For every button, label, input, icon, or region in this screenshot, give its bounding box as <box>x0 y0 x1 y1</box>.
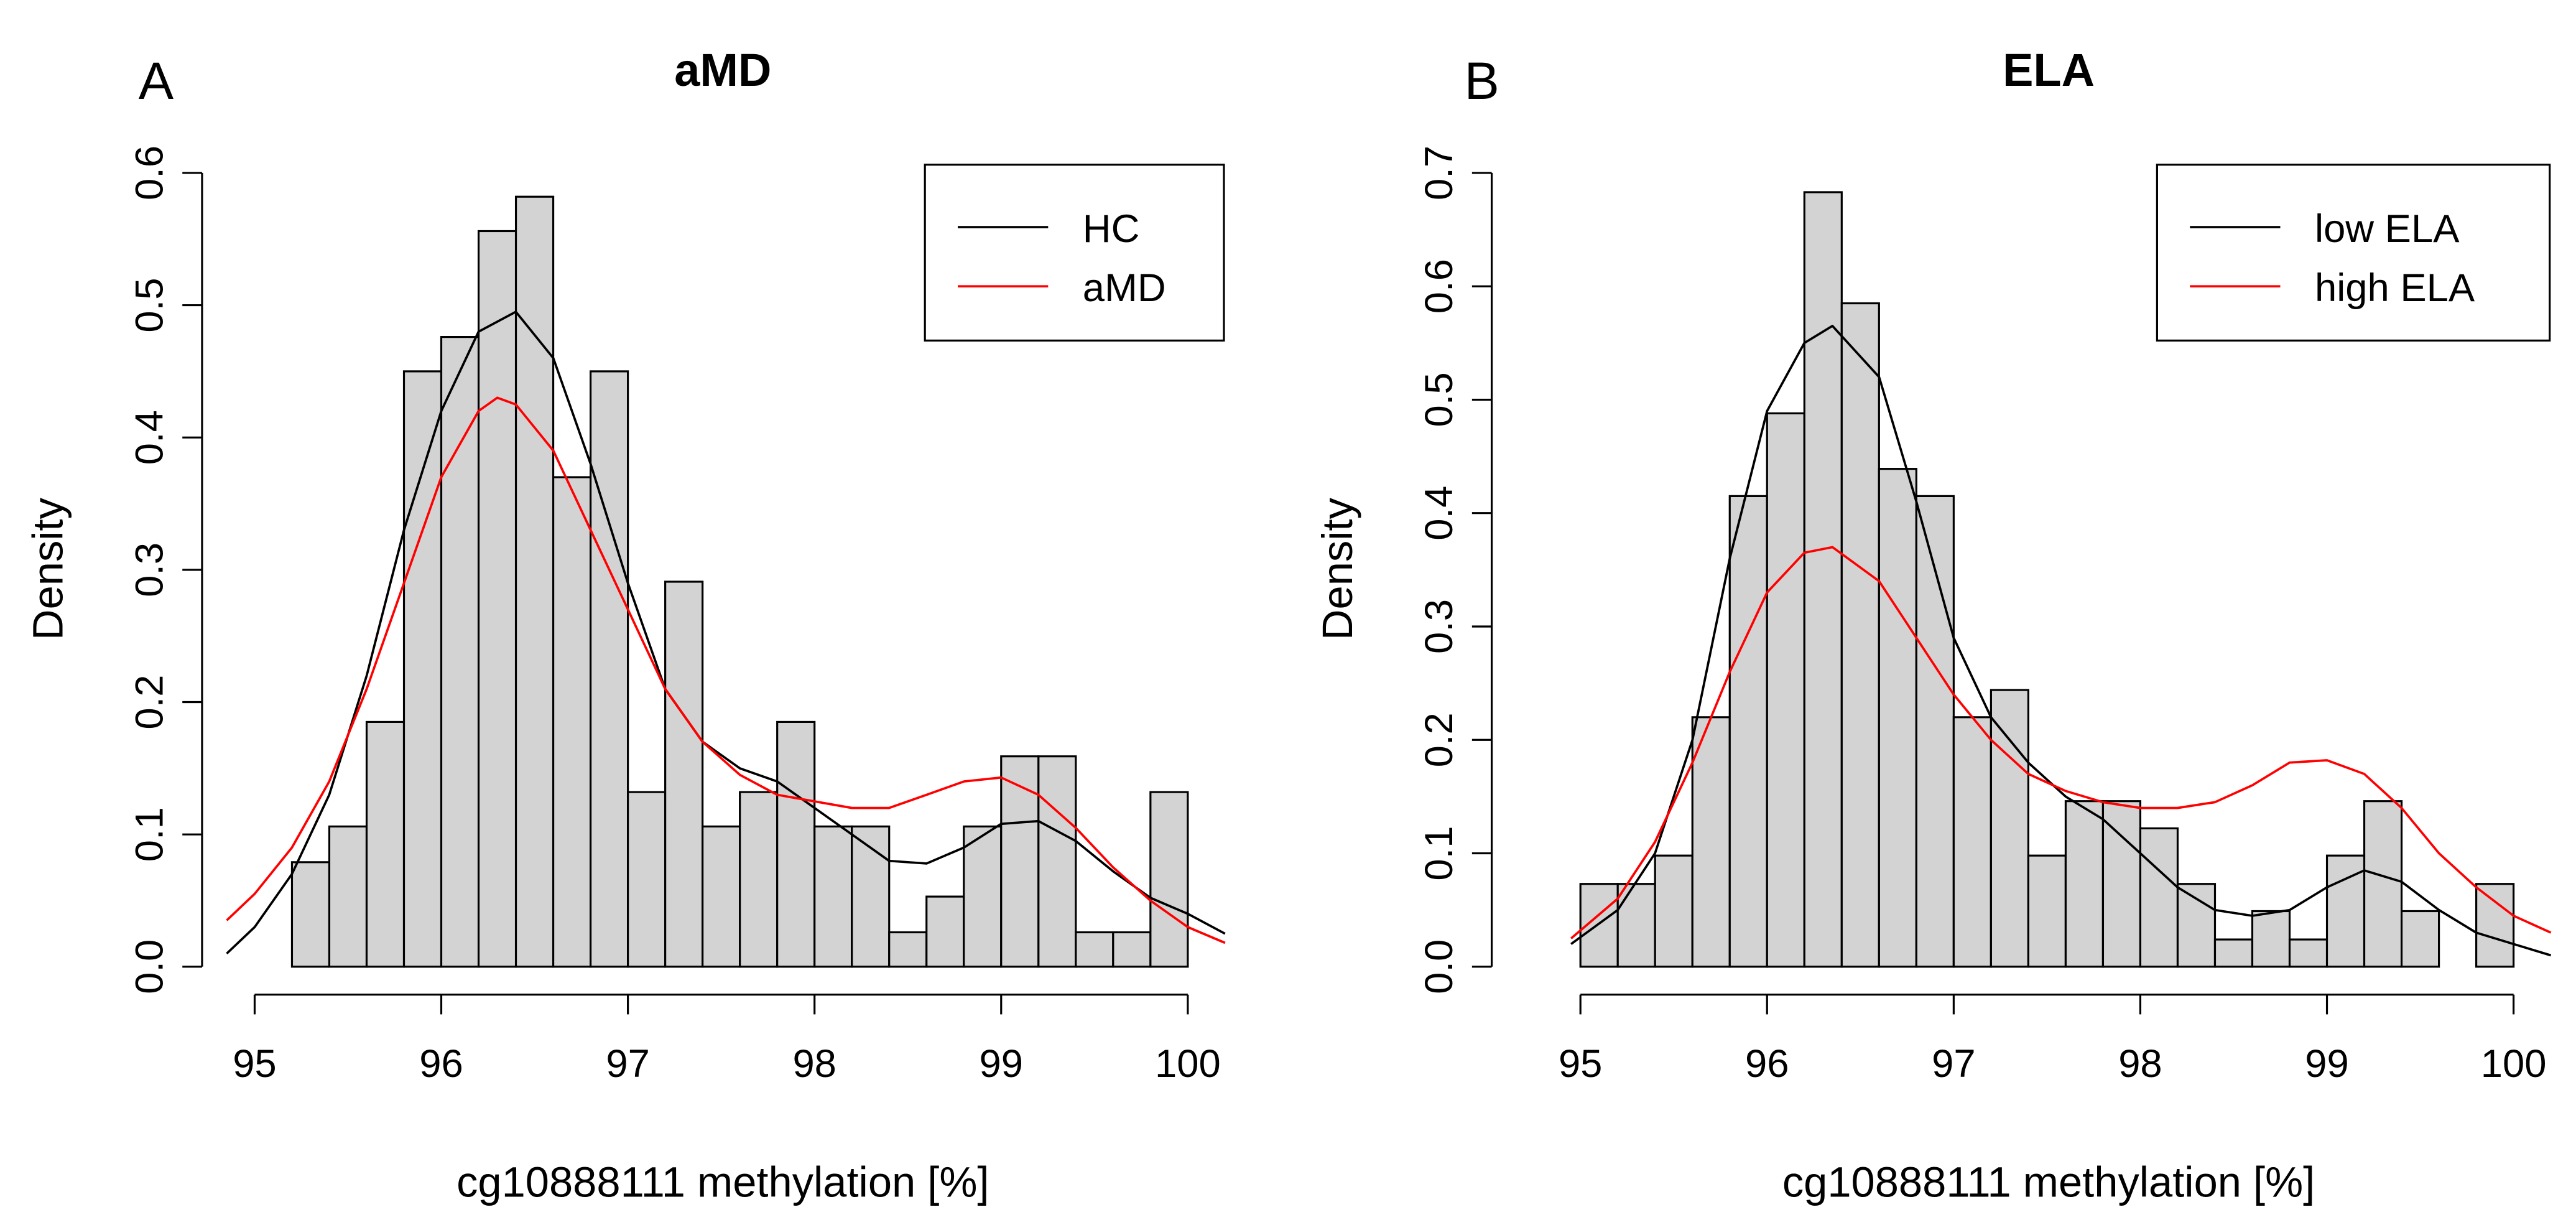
y-tick-label: 0.1 <box>128 807 172 862</box>
histogram-bar <box>2101 800 2142 968</box>
histogram-bar <box>1149 791 1189 968</box>
histogram-bar <box>2213 938 2254 968</box>
histogram-bar <box>590 370 629 968</box>
chart-title: ELA <box>2003 44 2095 96</box>
histogram-bar <box>2027 854 2067 968</box>
histogram-bar <box>1766 412 1805 968</box>
histogram-bar <box>963 825 1003 968</box>
histogram-bar <box>1878 468 1917 968</box>
histogram-bar <box>1037 755 1077 968</box>
histogram-bar <box>1691 716 1731 968</box>
y-tick-label: 0.0 <box>1417 939 1461 994</box>
histogram-bar <box>1000 755 1040 968</box>
histogram-bar <box>2251 910 2291 968</box>
legend-entry: low ELA <box>2315 207 2460 251</box>
x-axis-label: cg10888111 methylation [%] <box>456 1158 989 1206</box>
legend-box <box>2156 164 2551 342</box>
x-tick-label: 96 <box>419 1042 463 1086</box>
histogram-bar <box>888 931 928 968</box>
histogram-bar <box>813 825 853 968</box>
histogram-bar <box>776 720 816 968</box>
histogram-bar <box>2363 800 2403 968</box>
y-tick-label: 0.2 <box>1417 712 1461 767</box>
histogram-bar <box>2064 800 2105 968</box>
histogram-bar <box>1840 302 1880 968</box>
histogram-bar <box>477 230 517 968</box>
histogram-bar <box>552 476 592 968</box>
histogram-bar <box>1654 854 1693 968</box>
histogram-bar <box>1112 931 1152 968</box>
panel-a: 0.0 0.1 0.2 0.3 0.4 0.5 0.6 95 96 97 98 99 100 aMD Acg… <box>24 44 1226 1206</box>
histogram-bar <box>402 370 443 968</box>
histogram-bar <box>1803 191 1843 968</box>
x-tick-label: 99 <box>2305 1042 2349 1086</box>
histogram-bar <box>1915 495 1955 968</box>
x-tick-label: 98 <box>792 1042 836 1086</box>
density-curve-amd <box>226 396 1226 944</box>
histogram-bar <box>290 861 331 968</box>
panel-label: B <box>1465 51 1499 110</box>
y-tick-label: 0.7 <box>1417 146 1461 200</box>
y-axis-label: Density <box>1313 497 1361 640</box>
histogram-bar <box>851 825 891 968</box>
panel-b: 0.0 0.1 0.2 0.3 0.4 0.5 0.6 0.7 95 96 97 98 99 100 ELA… <box>1313 44 2552 1206</box>
histogram-bar <box>627 791 667 968</box>
y-tick-label: 0.6 <box>1417 259 1461 314</box>
histogram-bar <box>365 720 405 968</box>
chart-title: aMD <box>674 44 771 96</box>
y-tick-label: 0.0 <box>128 939 172 994</box>
density-curve-low-ela <box>1570 324 2552 957</box>
x-tick-label: 95 <box>233 1042 277 1086</box>
histogram-bar <box>514 195 555 968</box>
histogram-bar <box>1728 495 1768 968</box>
histogram-bar <box>702 825 741 968</box>
y-tick-label: 0.4 <box>128 410 172 465</box>
y-tick-label: 0.5 <box>128 278 172 333</box>
histogram-bar <box>1075 931 1114 968</box>
histogram-bar <box>2288 938 2328 968</box>
density-curve-hc <box>226 310 1226 955</box>
y-tick-label: 0.5 <box>1417 372 1461 427</box>
y-tick-label: 0.4 <box>1417 486 1461 541</box>
histogram-bar <box>739 791 779 968</box>
histogram-bar <box>2176 883 2217 968</box>
y-tick-label: 0.6 <box>128 146 172 200</box>
histogram-bar <box>2475 883 2515 968</box>
x-tick-label: 98 <box>2118 1042 2162 1086</box>
y-tick-label: 0.2 <box>128 674 172 729</box>
histogram-bar <box>1952 716 1992 968</box>
histogram-bar <box>440 336 480 968</box>
histogram-bar <box>1990 689 2029 968</box>
x-tick-label: 97 <box>1932 1042 1976 1086</box>
y-tick-label: 0.1 <box>1417 826 1461 880</box>
x-axis-label: cg10888111 methylation [%] <box>1782 1158 2315 1206</box>
x-tick-label: 100 <box>2481 1042 2547 1086</box>
x-tick-label: 96 <box>1745 1042 1789 1086</box>
density-curve-high-ela <box>1570 546 2552 939</box>
x-tick-label: 95 <box>1559 1042 1603 1086</box>
histogram-bar <box>2139 827 2179 968</box>
legend: HC aMD <box>924 164 1225 342</box>
legend-entry: high ELA <box>2315 266 2475 310</box>
legend-entry: HC <box>1083 207 1140 251</box>
legend-box <box>924 164 1225 342</box>
legend: low ELA high ELA <box>2156 164 2551 342</box>
histogram-bar <box>328 825 368 968</box>
histogram-bar <box>1616 883 1656 968</box>
histogram-bar <box>664 580 704 968</box>
x-tick-label: 99 <box>980 1042 1023 1086</box>
x-tick-label: 100 <box>1155 1042 1221 1086</box>
y-axis-label: Density <box>24 497 72 640</box>
x-tick-label: 97 <box>606 1042 650 1086</box>
y-tick-label: 0.3 <box>128 543 172 597</box>
y-tick-label: 0.3 <box>1417 599 1461 654</box>
histogram-bar <box>2400 910 2440 968</box>
histogram-bar <box>925 895 965 968</box>
legend-entry: aMD <box>1083 266 1166 310</box>
panel-label: A <box>139 51 174 110</box>
